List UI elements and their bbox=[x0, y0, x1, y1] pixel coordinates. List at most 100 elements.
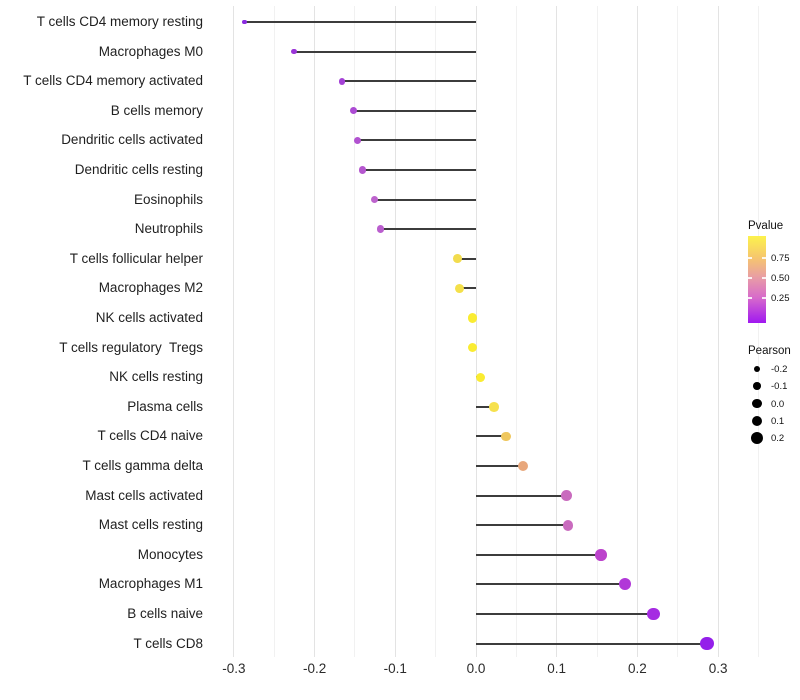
lollipop-segment bbox=[353, 109, 476, 112]
lollipop-segment bbox=[244, 21, 476, 23]
gridline-minor bbox=[757, 6, 759, 657]
pvalue-tick-label: 0.50 bbox=[771, 273, 790, 284]
lollipop-dot bbox=[500, 431, 511, 442]
lollipop-dot bbox=[349, 107, 357, 115]
category-label: NK cells activated bbox=[95, 310, 203, 325]
lollipop-segment bbox=[476, 553, 602, 556]
category-label: B cells memory bbox=[110, 102, 203, 118]
category-label: Eosinophils bbox=[133, 191, 203, 207]
pearson-size-dot bbox=[753, 365, 761, 373]
gridline-major bbox=[475, 6, 477, 657]
colorbar-tick bbox=[762, 257, 766, 259]
lollipop-segment bbox=[357, 139, 476, 142]
lollipop-dot bbox=[488, 402, 499, 412]
gridline-major bbox=[717, 6, 719, 657]
lollipop-segment bbox=[476, 465, 523, 467]
gridline-major bbox=[314, 6, 316, 657]
x-tick-label: -0.3 bbox=[222, 661, 246, 676]
colorbar-tick bbox=[748, 277, 752, 279]
lollipop-segment bbox=[476, 583, 626, 586]
lollipop-dot bbox=[595, 549, 607, 561]
gridline-minor bbox=[435, 6, 437, 657]
gridline-minor bbox=[354, 6, 356, 657]
lollipop-dot bbox=[560, 490, 572, 502]
lollipop-segment bbox=[476, 435, 506, 438]
category-label: Dendritic cells resting bbox=[74, 162, 203, 177]
gridline-minor bbox=[273, 6, 275, 657]
x-tick-label: 0.1 bbox=[547, 661, 567, 676]
category-label: Neutrophils bbox=[134, 221, 203, 237]
pearson-size-dot bbox=[752, 399, 762, 409]
lollipop-dot bbox=[647, 607, 660, 621]
category-label: Mast cells activated bbox=[85, 487, 203, 503]
pearson-tick-label: 0.2 bbox=[771, 433, 785, 445]
lollipop-segment bbox=[476, 494, 567, 497]
pvalue-legend-title: Pvalue bbox=[748, 220, 784, 232]
pearson-size-dot bbox=[751, 415, 763, 427]
lollipop-dot bbox=[370, 195, 378, 204]
gridline-minor bbox=[596, 6, 598, 657]
colorbar-tick bbox=[762, 277, 766, 279]
lollipop-dot bbox=[468, 313, 478, 323]
category-label: Macrophages M2 bbox=[98, 280, 203, 296]
pearson-size-dot bbox=[750, 432, 764, 445]
category-label: T cells regulatory Tregs bbox=[59, 339, 203, 355]
colorbar-tick bbox=[762, 297, 766, 299]
category-label: Plasma cells bbox=[127, 398, 203, 414]
x-tick-label: 0.2 bbox=[628, 661, 647, 676]
gridline-major bbox=[556, 6, 558, 657]
category-label: T cells CD4 memory resting bbox=[36, 14, 203, 29]
lollipop-dot bbox=[290, 48, 297, 55]
category-label: B cells naive bbox=[127, 606, 203, 621]
lollipop-segment bbox=[476, 613, 654, 615]
category-label: Mast cells resting bbox=[98, 517, 203, 533]
colorbar-tick bbox=[748, 297, 752, 299]
pearson-tick-label: 0.0 bbox=[771, 398, 785, 410]
category-label: T cells CD4 memory activated bbox=[23, 73, 203, 89]
gridline-minor bbox=[515, 6, 517, 657]
lollipop-dot bbox=[517, 460, 528, 472]
pearson-tick-label: -0.1 bbox=[771, 381, 788, 393]
lollipop-dot bbox=[377, 225, 385, 233]
lollipop-dot bbox=[338, 77, 346, 85]
lollipop-dot bbox=[455, 283, 465, 293]
pearson-tick-label: -0.2 bbox=[771, 364, 788, 375]
gridline-major bbox=[636, 6, 638, 657]
category-label: Macrophages M1 bbox=[98, 576, 203, 592]
pvalue-tick-label: 0.25 bbox=[771, 293, 790, 304]
lollipop-segment bbox=[362, 169, 476, 171]
lollipop-segment bbox=[374, 198, 476, 201]
x-tick-label: -0.2 bbox=[302, 661, 327, 676]
pearson-size-dot bbox=[753, 382, 761, 391]
x-tick-label: 0.3 bbox=[708, 661, 728, 676]
pearson-tick-label: 0.1 bbox=[771, 415, 785, 427]
lollipop-dot bbox=[562, 519, 574, 531]
lollipop-dot bbox=[453, 254, 462, 264]
lollipop-dot bbox=[476, 372, 486, 382]
category-label: T cells gamma delta bbox=[82, 458, 203, 473]
category-label: NK cells resting bbox=[109, 369, 203, 385]
category-label: Dendritic cells activated bbox=[61, 132, 203, 148]
lollipop-dot bbox=[358, 166, 366, 174]
gridline-minor bbox=[677, 6, 679, 657]
lollipop-dot bbox=[700, 636, 714, 651]
lollipop-segment bbox=[457, 257, 476, 260]
lollipop-dot bbox=[619, 578, 632, 591]
gridline-major bbox=[394, 6, 396, 657]
lollipop-dot bbox=[241, 19, 247, 25]
lollipop-segment bbox=[380, 228, 476, 231]
colorbar-tick bbox=[748, 257, 752, 259]
pvalue-colorbar bbox=[748, 236, 766, 323]
lollipop-dot bbox=[468, 343, 478, 353]
category-label: T cells follicular helper bbox=[69, 250, 203, 266]
lollipop-segment bbox=[459, 287, 476, 290]
category-label: T cells CD8 bbox=[133, 635, 203, 651]
x-tick-label: 0.0 bbox=[466, 661, 486, 676]
category-label: Macrophages M0 bbox=[98, 43, 203, 59]
lollipop-segment bbox=[342, 80, 476, 83]
lollipop-dot bbox=[353, 136, 361, 144]
gridline-major bbox=[233, 6, 235, 657]
category-label: T cells CD4 naive bbox=[97, 428, 203, 444]
x-tick-label: -0.1 bbox=[383, 661, 407, 676]
